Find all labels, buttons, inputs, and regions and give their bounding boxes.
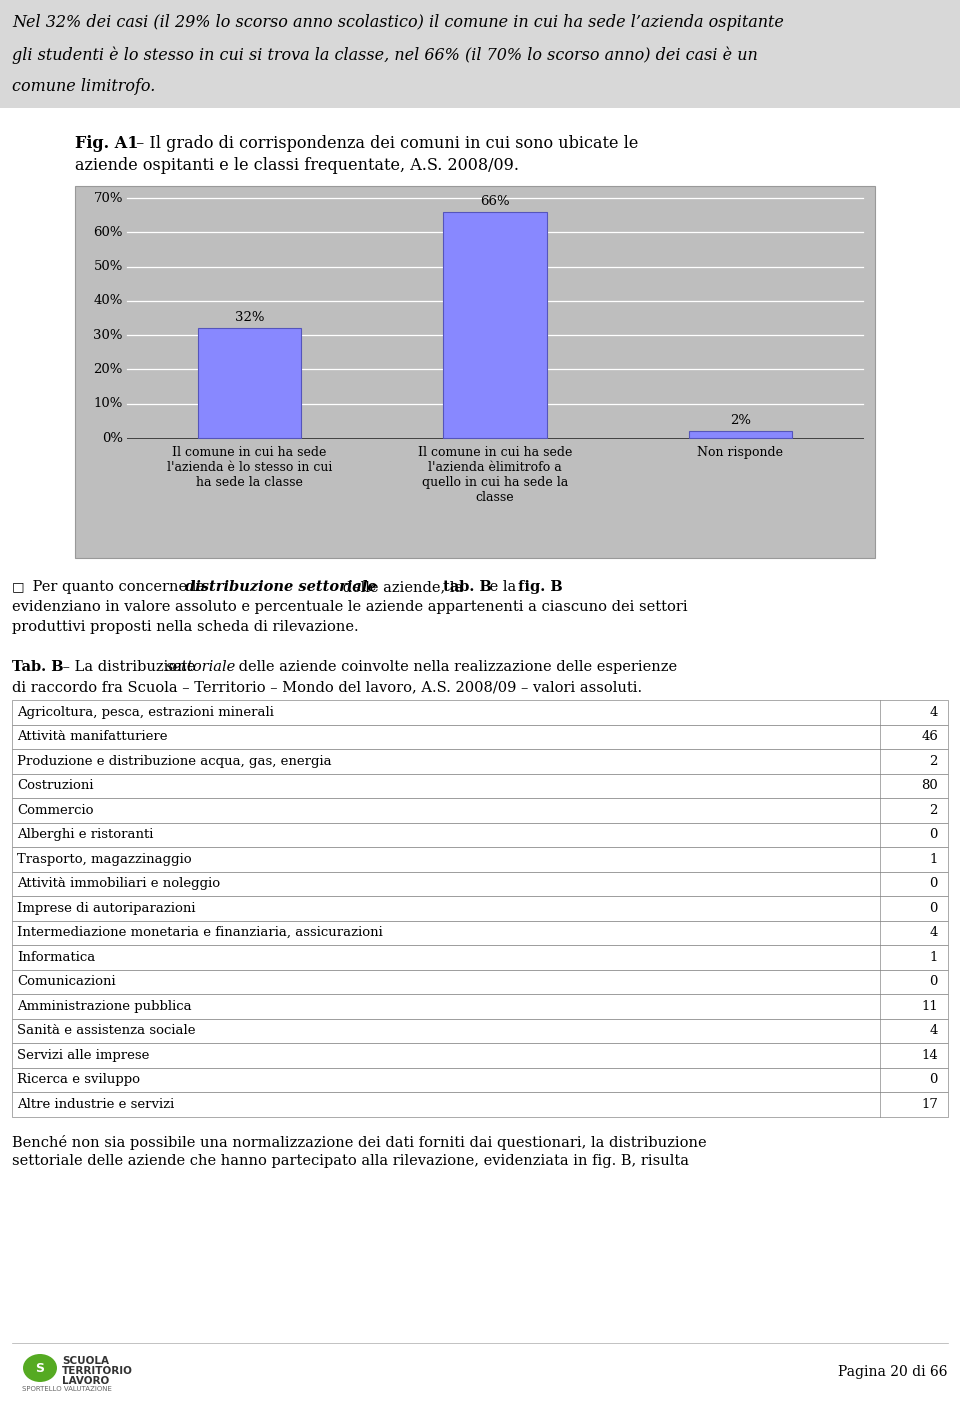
Text: 14: 14 xyxy=(922,1049,938,1062)
Text: Informatica: Informatica xyxy=(17,951,95,964)
Text: Nel 32% dei casi (il 29% lo scorso anno scolastico) il comune in cui ha sede l’a: Nel 32% dei casi (il 29% lo scorso anno … xyxy=(12,14,784,31)
Text: e la: e la xyxy=(485,579,521,593)
Bar xyxy=(12,822,948,847)
Text: 0: 0 xyxy=(929,902,938,915)
Bar xyxy=(12,871,948,897)
Text: settoriale delle aziende che hanno partecipato alla rilevazione, evidenziata in : settoriale delle aziende che hanno parte… xyxy=(12,1155,689,1169)
Text: di raccordo fra Scuola – Territorio – Mondo del lavoro, A.S. 2008/09 – valori as: di raccordo fra Scuola – Territorio – Mo… xyxy=(12,680,642,694)
Text: comune limitrofo.: comune limitrofo. xyxy=(12,79,156,95)
Bar xyxy=(198,328,301,438)
Text: 4: 4 xyxy=(929,1024,938,1037)
Text: delle aziende, la: delle aziende, la xyxy=(338,579,472,593)
Text: Commercio: Commercio xyxy=(17,804,93,817)
Bar xyxy=(75,187,875,558)
Bar xyxy=(12,897,948,920)
Text: 1: 1 xyxy=(929,853,938,866)
Text: □: □ xyxy=(12,579,25,593)
Text: delle aziende coinvolte nella realizzazione delle esperienze: delle aziende coinvolte nella realizzazi… xyxy=(234,659,677,673)
Text: distribuzione settoriale: distribuzione settoriale xyxy=(185,579,376,593)
Bar xyxy=(0,0,960,108)
Text: 46: 46 xyxy=(922,730,938,744)
Text: 0: 0 xyxy=(929,877,938,891)
Text: – La distribuzione: – La distribuzione xyxy=(58,659,200,673)
Text: Costruzioni: Costruzioni xyxy=(17,779,93,793)
Text: fig. B: fig. B xyxy=(518,579,563,593)
Text: 11: 11 xyxy=(922,1000,938,1013)
Bar xyxy=(12,1019,948,1042)
Text: 30%: 30% xyxy=(93,328,123,342)
Text: 4: 4 xyxy=(929,706,938,718)
Text: Il comune in cui ha sede
l'azienda è lo stesso in cui
ha sede la classe: Il comune in cui ha sede l'azienda è lo … xyxy=(167,446,332,490)
Text: – Il grado di corrispondenza dei comuni in cui sono ubicate le: – Il grado di corrispondenza dei comuni … xyxy=(131,135,638,152)
Text: Servizi alle imprese: Servizi alle imprese xyxy=(17,1049,150,1062)
Ellipse shape xyxy=(23,1354,57,1382)
Text: Pagina 20 di 66: Pagina 20 di 66 xyxy=(838,1365,948,1379)
Text: 0%: 0% xyxy=(102,432,123,445)
Text: Attività manifatturiere: Attività manifatturiere xyxy=(17,730,167,744)
Text: Altre industrie e servizi: Altre industrie e servizi xyxy=(17,1097,175,1111)
Text: produttivi proposti nella scheda di rilevazione.: produttivi proposti nella scheda di rile… xyxy=(12,620,359,634)
Text: Amministrazione pubblica: Amministrazione pubblica xyxy=(17,1000,192,1013)
Text: Produzione e distribuzione acqua, gas, energia: Produzione e distribuzione acqua, gas, e… xyxy=(17,755,331,767)
Text: 1: 1 xyxy=(929,951,938,964)
Text: Non risponde: Non risponde xyxy=(697,446,783,459)
Bar xyxy=(12,847,948,871)
Text: 32%: 32% xyxy=(235,311,264,324)
Text: 2%: 2% xyxy=(730,414,751,427)
Bar xyxy=(12,1068,948,1092)
Text: settoriale: settoriale xyxy=(166,659,236,673)
Text: 20%: 20% xyxy=(94,363,123,376)
Text: Benché non sia possibile una normalizzazione dei dati forniti dai questionari, l: Benché non sia possibile una normalizzaz… xyxy=(12,1135,707,1149)
Text: 17: 17 xyxy=(922,1097,938,1111)
Text: tab. B: tab. B xyxy=(443,579,492,593)
Text: 2: 2 xyxy=(929,804,938,817)
Bar xyxy=(12,946,948,969)
Bar xyxy=(12,969,948,993)
Text: Fig. A1: Fig. A1 xyxy=(75,135,138,152)
Bar xyxy=(12,773,948,798)
Text: 66%: 66% xyxy=(480,195,510,208)
Text: S: S xyxy=(36,1361,44,1375)
Text: 4: 4 xyxy=(929,926,938,939)
Text: TERRITORIO: TERRITORIO xyxy=(62,1367,132,1376)
Text: 60%: 60% xyxy=(93,226,123,239)
Bar xyxy=(12,920,948,946)
Text: Imprese di autoriparazioni: Imprese di autoriparazioni xyxy=(17,902,196,915)
Text: Intermediazione monetaria e finanziaria, assicurazioni: Intermediazione monetaria e finanziaria,… xyxy=(17,926,383,939)
Text: Tab. B: Tab. B xyxy=(12,659,63,673)
Text: 70%: 70% xyxy=(93,191,123,205)
Text: Trasporto, magazzinaggio: Trasporto, magazzinaggio xyxy=(17,853,192,866)
Bar xyxy=(12,1092,948,1117)
Text: 10%: 10% xyxy=(94,397,123,410)
Text: evidenziano in valore assoluto e percentuale le aziende appartenenti a ciascuno : evidenziano in valore assoluto e percent… xyxy=(12,600,687,615)
Text: Il comune in cui ha sede
l'azienda èlimitrofo a
quello in cui ha sede la
classe: Il comune in cui ha sede l'azienda èlimi… xyxy=(418,446,572,504)
Text: 40%: 40% xyxy=(94,295,123,307)
Text: aziende ospitanti e le classi frequentate, A.S. 2008/09.: aziende ospitanti e le classi frequentat… xyxy=(75,157,519,174)
Text: Comunicazioni: Comunicazioni xyxy=(17,975,115,988)
Text: 50%: 50% xyxy=(94,260,123,274)
Text: Per quanto concerne la: Per quanto concerne la xyxy=(28,579,209,593)
Bar xyxy=(12,798,948,822)
Bar xyxy=(12,724,948,749)
Bar xyxy=(12,749,948,773)
Text: SPORTELLO VALUTAZIONE: SPORTELLO VALUTAZIONE xyxy=(22,1386,112,1392)
Bar xyxy=(12,1042,948,1068)
Bar xyxy=(689,431,792,438)
Text: gli studenti è lo stesso in cui si trova la classe, nel 66% (il 70% lo scorso an: gli studenti è lo stesso in cui si trova… xyxy=(12,46,757,63)
Text: 80: 80 xyxy=(922,779,938,793)
Bar xyxy=(12,700,948,724)
Text: 2: 2 xyxy=(929,755,938,767)
Bar xyxy=(12,993,948,1019)
Bar xyxy=(444,212,546,438)
Text: Attività immobiliari e noleggio: Attività immobiliari e noleggio xyxy=(17,877,220,891)
Text: SCUOLA: SCUOLA xyxy=(62,1357,109,1367)
Text: 0: 0 xyxy=(929,975,938,988)
Text: Agricoltura, pesca, estrazioni minerali: Agricoltura, pesca, estrazioni minerali xyxy=(17,706,274,718)
Text: 0: 0 xyxy=(929,1073,938,1086)
Text: Ricerca e sviluppo: Ricerca e sviluppo xyxy=(17,1073,140,1086)
Text: LAVORO: LAVORO xyxy=(62,1376,109,1386)
Text: Alberghi e ristoranti: Alberghi e ristoranti xyxy=(17,828,154,842)
Text: 0: 0 xyxy=(929,828,938,842)
Text: Sanità e assistenza sociale: Sanità e assistenza sociale xyxy=(17,1024,196,1037)
